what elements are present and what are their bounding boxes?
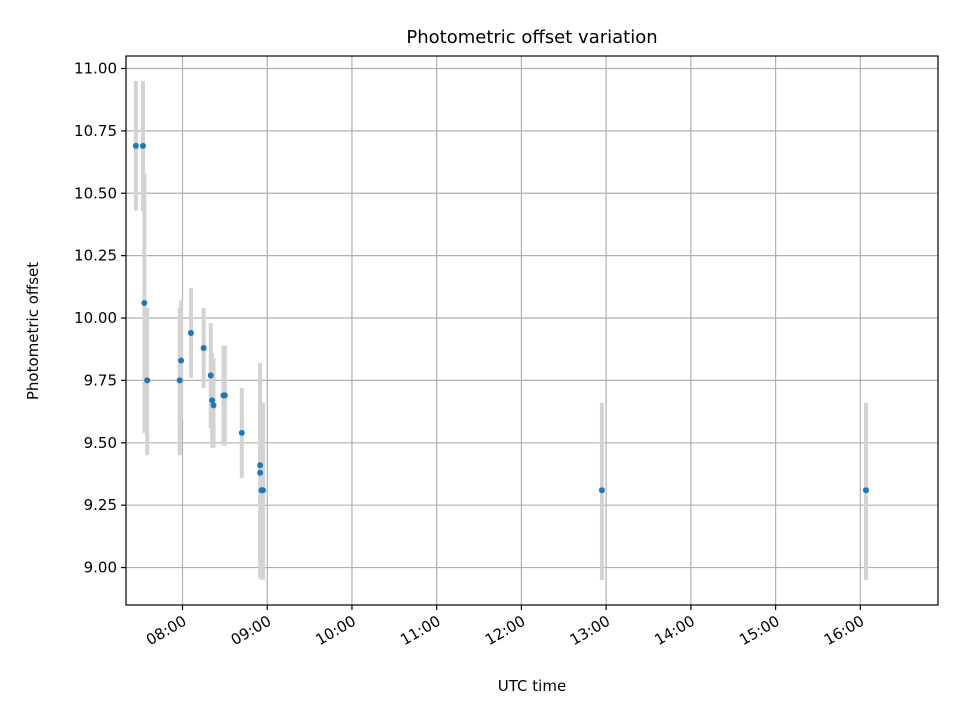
data-point — [257, 469, 264, 476]
data-point — [200, 344, 207, 351]
y-axis-label: Photometric offset — [24, 262, 42, 400]
data-point — [141, 300, 148, 307]
data-point — [187, 329, 194, 336]
y-tick-label: 11.00 — [74, 59, 117, 77]
data-point — [221, 392, 228, 399]
plot-frame — [125, 55, 939, 606]
data-point — [132, 142, 139, 149]
y-tick-label: 9.25 — [84, 496, 117, 514]
y-tick-label: 10.75 — [74, 122, 117, 140]
data-point — [210, 402, 217, 409]
y-axis: 9.00 9.25 9.50 9.75 10.00 10.25 10.50 10.75 11.0… — [74, 59, 126, 577]
data-point — [598, 487, 605, 494]
data-point — [238, 429, 245, 436]
chart-title: Photometric offset variation — [406, 27, 657, 48]
data-point — [207, 372, 214, 379]
y-tick-label: 9.00 — [84, 559, 117, 577]
x-axis-label: UTC time — [498, 677, 566, 695]
y-tick-label: 9.50 — [84, 434, 117, 452]
y-tick-label: 10.25 — [74, 247, 117, 265]
y-tick-label: 10.50 — [74, 184, 117, 202]
data-point — [259, 487, 266, 494]
y-tick-label: 10.00 — [74, 309, 117, 327]
data-point — [176, 377, 183, 384]
grid — [126, 56, 938, 605]
data-point — [209, 397, 216, 404]
data-point — [257, 462, 264, 469]
data-point — [144, 377, 151, 384]
data-point — [178, 357, 185, 364]
y-tick-label: 9.75 — [84, 371, 117, 389]
data-point — [139, 142, 146, 149]
data-point — [862, 487, 869, 494]
data-points — [132, 142, 869, 494]
